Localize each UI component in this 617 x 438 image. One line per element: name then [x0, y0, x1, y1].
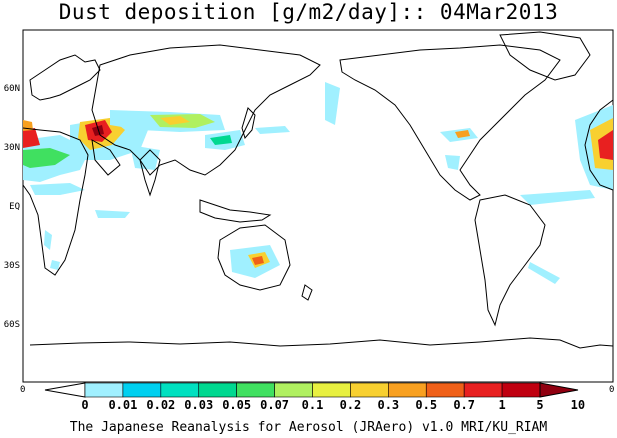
dust-westafrica — [30, 183, 85, 195]
lat-label-eq: EQ — [9, 202, 20, 212]
dust-arabia-core — [92, 125, 104, 136]
lon-label-right: 0 — [609, 385, 615, 395]
colorbar-level-label: 5 — [536, 398, 544, 412]
dust-centralasia-hi — [160, 116, 190, 125]
colorbar-box-4 — [198, 382, 237, 398]
dust-sahara-mid — [23, 148, 70, 168]
colorbar-level-label: 0.05 — [222, 398, 252, 412]
colorbar-box-1 — [84, 382, 124, 398]
dust-southafrica — [44, 230, 52, 250]
lon-label-left: 0 — [20, 385, 26, 395]
dust-india — [130, 145, 160, 170]
footer-credit: The Japanese Reanalysis for Aerosol (JRA… — [69, 420, 548, 435]
coast-indonesia — [199, 199, 272, 223]
map-frame — [22, 29, 614, 383]
coast-india — [139, 149, 161, 197]
lat-label-30n: 30N — [3, 143, 20, 153]
colorbar-level-label: 1 — [498, 398, 506, 412]
colorbar-level-label: 0.1 — [301, 398, 324, 412]
colorbar-box-10 — [425, 382, 465, 398]
colorbar-level-label: 0.07 — [260, 398, 290, 412]
colorbar-box-12 — [501, 382, 541, 398]
dust-samerica — [528, 262, 560, 284]
dust-australia-hi — [252, 256, 264, 265]
dust-satlantic — [520, 190, 595, 205]
coast-namerica — [339, 44, 561, 201]
colorbar-box-2 — [122, 382, 162, 398]
dust-gulf — [445, 155, 460, 170]
colorbar-box-6 — [274, 382, 313, 398]
coast-samerica — [474, 194, 546, 327]
coast-nz — [301, 284, 313, 301]
coast-asia — [91, 44, 321, 176]
coast-japan — [241, 107, 256, 140]
dust-eastasia-mid — [210, 135, 232, 145]
coast-africa-right — [584, 99, 614, 191]
dust-fields — [23, 82, 613, 284]
dust-gulf-guinea — [95, 210, 130, 218]
colorbar-arrow-high — [539, 382, 579, 398]
colorbar-box-8 — [350, 382, 389, 398]
colorbar-box-11 — [463, 382, 503, 398]
colorbar-level-label: 0.2 — [339, 398, 362, 412]
colorbar-level-label: 0.01 — [108, 398, 138, 412]
colorbar-box-9 — [388, 382, 427, 398]
colorbar-level-label: 0 — [81, 398, 89, 412]
lat-label-60n: 60N — [3, 84, 20, 94]
map-title: Dust deposition [g/m2/day]:: 04Mar2013 — [58, 0, 559, 24]
colorbar-box-7 — [312, 382, 351, 398]
colorbar-level-label: 0.02 — [146, 398, 176, 412]
coast-australia — [217, 224, 291, 291]
dust-eafrica-hi — [598, 130, 613, 160]
colorbar-level-label: 0.03 — [184, 398, 214, 412]
dust-namerica-mid — [455, 130, 470, 138]
colorbar-box-5 — [236, 382, 275, 398]
coast-greenland — [499, 31, 591, 81]
colorbar-box-3 — [160, 382, 200, 398]
lat-label-60s: 60S — [3, 320, 20, 330]
dust-npacific — [325, 82, 340, 125]
colorbar-level-label: 0.5 — [415, 398, 438, 412]
coast-antarctica — [29, 337, 614, 349]
coast-africa-left — [22, 127, 89, 276]
dust-pacific — [255, 126, 290, 134]
coast-arabia — [91, 139, 121, 176]
dust-southafrica-2 — [50, 260, 60, 270]
colorbar — [44, 382, 579, 398]
colorbar-arrow-low — [44, 382, 86, 398]
colorbar-level-label: 0.7 — [453, 398, 475, 412]
colorbar-level-label: 10 — [570, 398, 586, 412]
coast-europe — [29, 54, 101, 101]
colorbar-level-label: 0.3 — [377, 398, 400, 412]
dust-left-hi — [23, 128, 40, 148]
coastlines — [22, 31, 614, 349]
lat-label-30s: 30S — [3, 261, 20, 271]
